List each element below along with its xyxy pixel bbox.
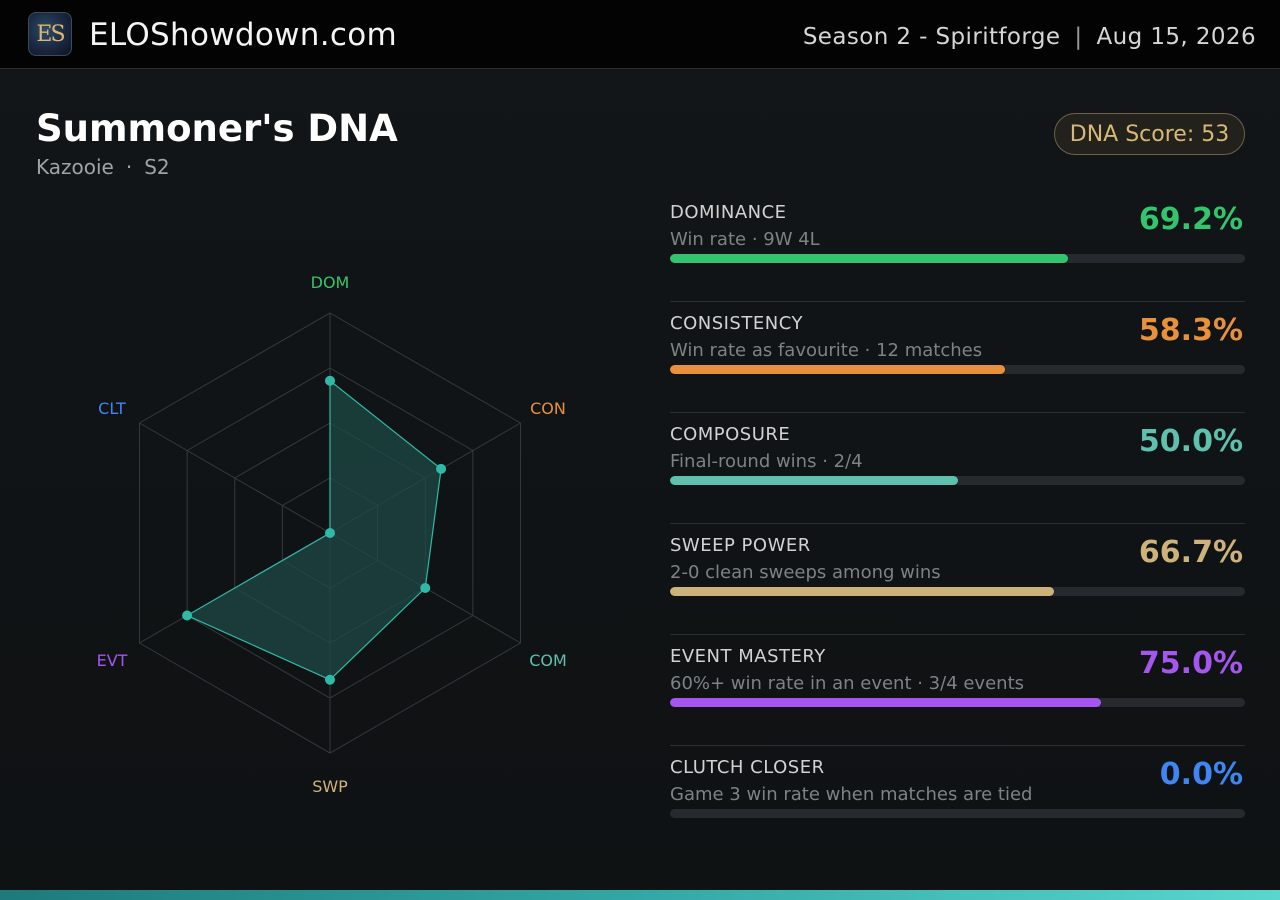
player-subtitle: Kazooie · S2 (36, 155, 170, 179)
metric-progress-track (670, 587, 1245, 596)
metric-progress-fill (670, 698, 1102, 707)
season-separator: | (1074, 24, 1083, 50)
dna-score-badge: DNA Score: 53 (1054, 113, 1245, 155)
metric-progress-track (670, 365, 1245, 374)
metric-value: 50.0% (1138, 424, 1243, 459)
metric-progress-track (670, 476, 1245, 485)
radar-data-area (185, 379, 442, 681)
metric-value: 0.0% (1159, 757, 1243, 792)
metric-divider (670, 412, 1245, 413)
metric-row-event: EVENT MASTERY 60%+ win rate in an event ·… (670, 640, 1245, 751)
metric-progress-fill (670, 365, 1006, 374)
metric-progress-track (670, 809, 1245, 818)
site-name[interactable]: ELOShowdown.com (89, 17, 398, 53)
radar-axis-label-com: COM (529, 651, 567, 670)
metric-row-dominance: DOMINANCE Win rate · 9W 4L 69.2% (670, 196, 1245, 307)
top-bar: ES ELOShowdown.com Season 2 - Spiritforg… (0, 0, 1280, 69)
radar-axis-label-evt: EVT (97, 651, 128, 670)
metric-description: Win rate · 9W 4L (670, 229, 820, 250)
metric-description: Game 3 win rate when matches are tied (670, 784, 1033, 805)
radar-point-dom (325, 375, 335, 386)
radar-point-con (436, 463, 447, 474)
radar-spoke (139, 422, 331, 534)
metric-description: 2-0 clean sweeps among wins (670, 562, 941, 583)
metric-label: CONSISTENCY (670, 313, 803, 334)
subtitle-dot: · (125, 155, 133, 179)
season-name: Season 2 - Spiritforge (802, 24, 1061, 50)
page-title: Summoner's DNA (36, 107, 398, 150)
metric-label: EVENT MASTERY (670, 646, 826, 667)
metric-progress-fill (670, 254, 1068, 263)
player-name: Kazooie (36, 155, 114, 179)
metric-description: Win rate as favourite · 12 matches (670, 340, 983, 361)
metric-description: 60%+ win rate in an event · 3/4 events (670, 673, 1025, 694)
radar-axis-label-clt: CLT (98, 399, 126, 418)
metric-divider (670, 634, 1245, 635)
radar-point-com (420, 583, 431, 593)
metric-row-sweep: SWEEP POWER 2-0 clean sweeps among wins 66… (670, 529, 1245, 640)
metric-divider (670, 523, 1245, 524)
metric-label: DOMINANCE (670, 202, 787, 223)
season-date: Aug 15, 2026 (1096, 24, 1256, 50)
season-info: Season 2 - Spiritforge | Aug 15, 2026 (803, 24, 1256, 50)
metric-progress-fill (670, 587, 1054, 596)
metric-value: 75.0% (1138, 646, 1243, 681)
radar-point-clt (325, 528, 335, 538)
metric-value: 66.7% (1138, 535, 1243, 570)
metric-label: SWEEP POWER (670, 535, 811, 556)
radar-point-evt (182, 610, 193, 621)
metric-label: COMPOSURE (670, 424, 791, 445)
metric-progress-track (670, 254, 1245, 263)
metric-value: 69.2% (1138, 202, 1243, 237)
metric-row-clutch: CLUTCH CLOSER Game 3 win rate when matche… (670, 751, 1245, 862)
bottom-accent-bar (0, 890, 1280, 900)
site-logo-icon[interactable]: ES (28, 12, 72, 56)
logo-text: ES (36, 21, 65, 47)
metric-divider (670, 745, 1245, 746)
metric-row-composure: COMPOSURE Final-round wins · 2/4 50.0% (670, 418, 1245, 529)
metric-value: 58.3% (1138, 313, 1243, 348)
radar-axis-label-dom: DOM (311, 273, 350, 292)
metrics-list: DOMINANCE Win rate · 9W 4L 69.2% CONSISTENC… (670, 196, 1245, 862)
metric-row-consistency: CONSISTENCY Win rate as favourite · 12 ma… (670, 307, 1245, 418)
metric-divider (670, 301, 1245, 302)
radar-chart: DOM CON COM SWP EVT CLT (97, 273, 567, 796)
radar-axis-label-swp: SWP (312, 777, 348, 796)
radar-axis-label-con: CON (530, 399, 566, 418)
season-code: S2 (144, 155, 170, 179)
metric-progress-fill (670, 476, 958, 485)
radar-point-swp (325, 674, 335, 685)
metric-progress-track (670, 698, 1245, 707)
metric-description: Final-round wins · 2/4 (670, 451, 863, 472)
metric-label: CLUTCH CLOSER (670, 757, 825, 778)
